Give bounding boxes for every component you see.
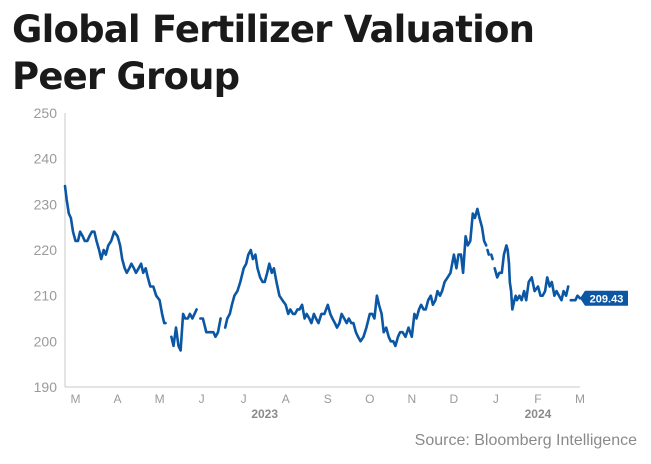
series-line-segment — [199, 317, 222, 339]
series-line-segment — [170, 308, 198, 352]
y-tick-label: 190 — [34, 379, 58, 395]
x-tick-label: M — [575, 392, 585, 406]
last-value-tag — [580, 290, 628, 306]
x-tick-label: M — [155, 392, 165, 406]
x-tick-label: M — [71, 392, 81, 406]
last-value-label: 209.43 — [590, 293, 624, 305]
y-tick-label: 230 — [34, 196, 58, 212]
x-tick-label: A — [114, 392, 122, 406]
y-tick-label: 200 — [34, 333, 58, 349]
x-tick-label: O — [365, 392, 374, 406]
last-value-badge: 209.43 — [580, 290, 628, 306]
x-tick-label: J — [199, 392, 205, 406]
x-tick-label: J — [493, 392, 499, 406]
series-line-segment — [569, 294, 582, 302]
series-line-segment — [63, 184, 167, 325]
series-line-segment — [493, 244, 570, 311]
series-group — [63, 184, 582, 352]
chart-title: Global Fertilizer Valuation Peer Group — [12, 8, 535, 98]
x-year-label: 2024 — [525, 407, 552, 421]
x-tick-label: D — [450, 392, 459, 406]
y-axis: 190 200 210 220 230 240 250 — [34, 105, 66, 395]
y-tick-label: 210 — [34, 288, 58, 304]
x-axis: M A M J J A S O N D J F M 2023 2024 — [65, 386, 585, 421]
x-tick-label: F — [534, 392, 541, 406]
y-tick-label: 250 — [34, 105, 58, 121]
x-tick-label: A — [282, 392, 290, 406]
series-line-segment — [223, 207, 488, 348]
x-year-label: 2023 — [251, 407, 278, 421]
series-line-segment — [486, 248, 491, 256]
x-tick-label: N — [408, 392, 417, 406]
source-note: Source: Bloomberg Intelligence — [414, 432, 637, 449]
x-tick-label: J — [241, 392, 247, 406]
series-line-segment — [490, 253, 494, 261]
x-tick-label: S — [324, 392, 332, 406]
y-tick-label: 220 — [34, 242, 58, 258]
y-tick-label: 240 — [34, 151, 58, 167]
